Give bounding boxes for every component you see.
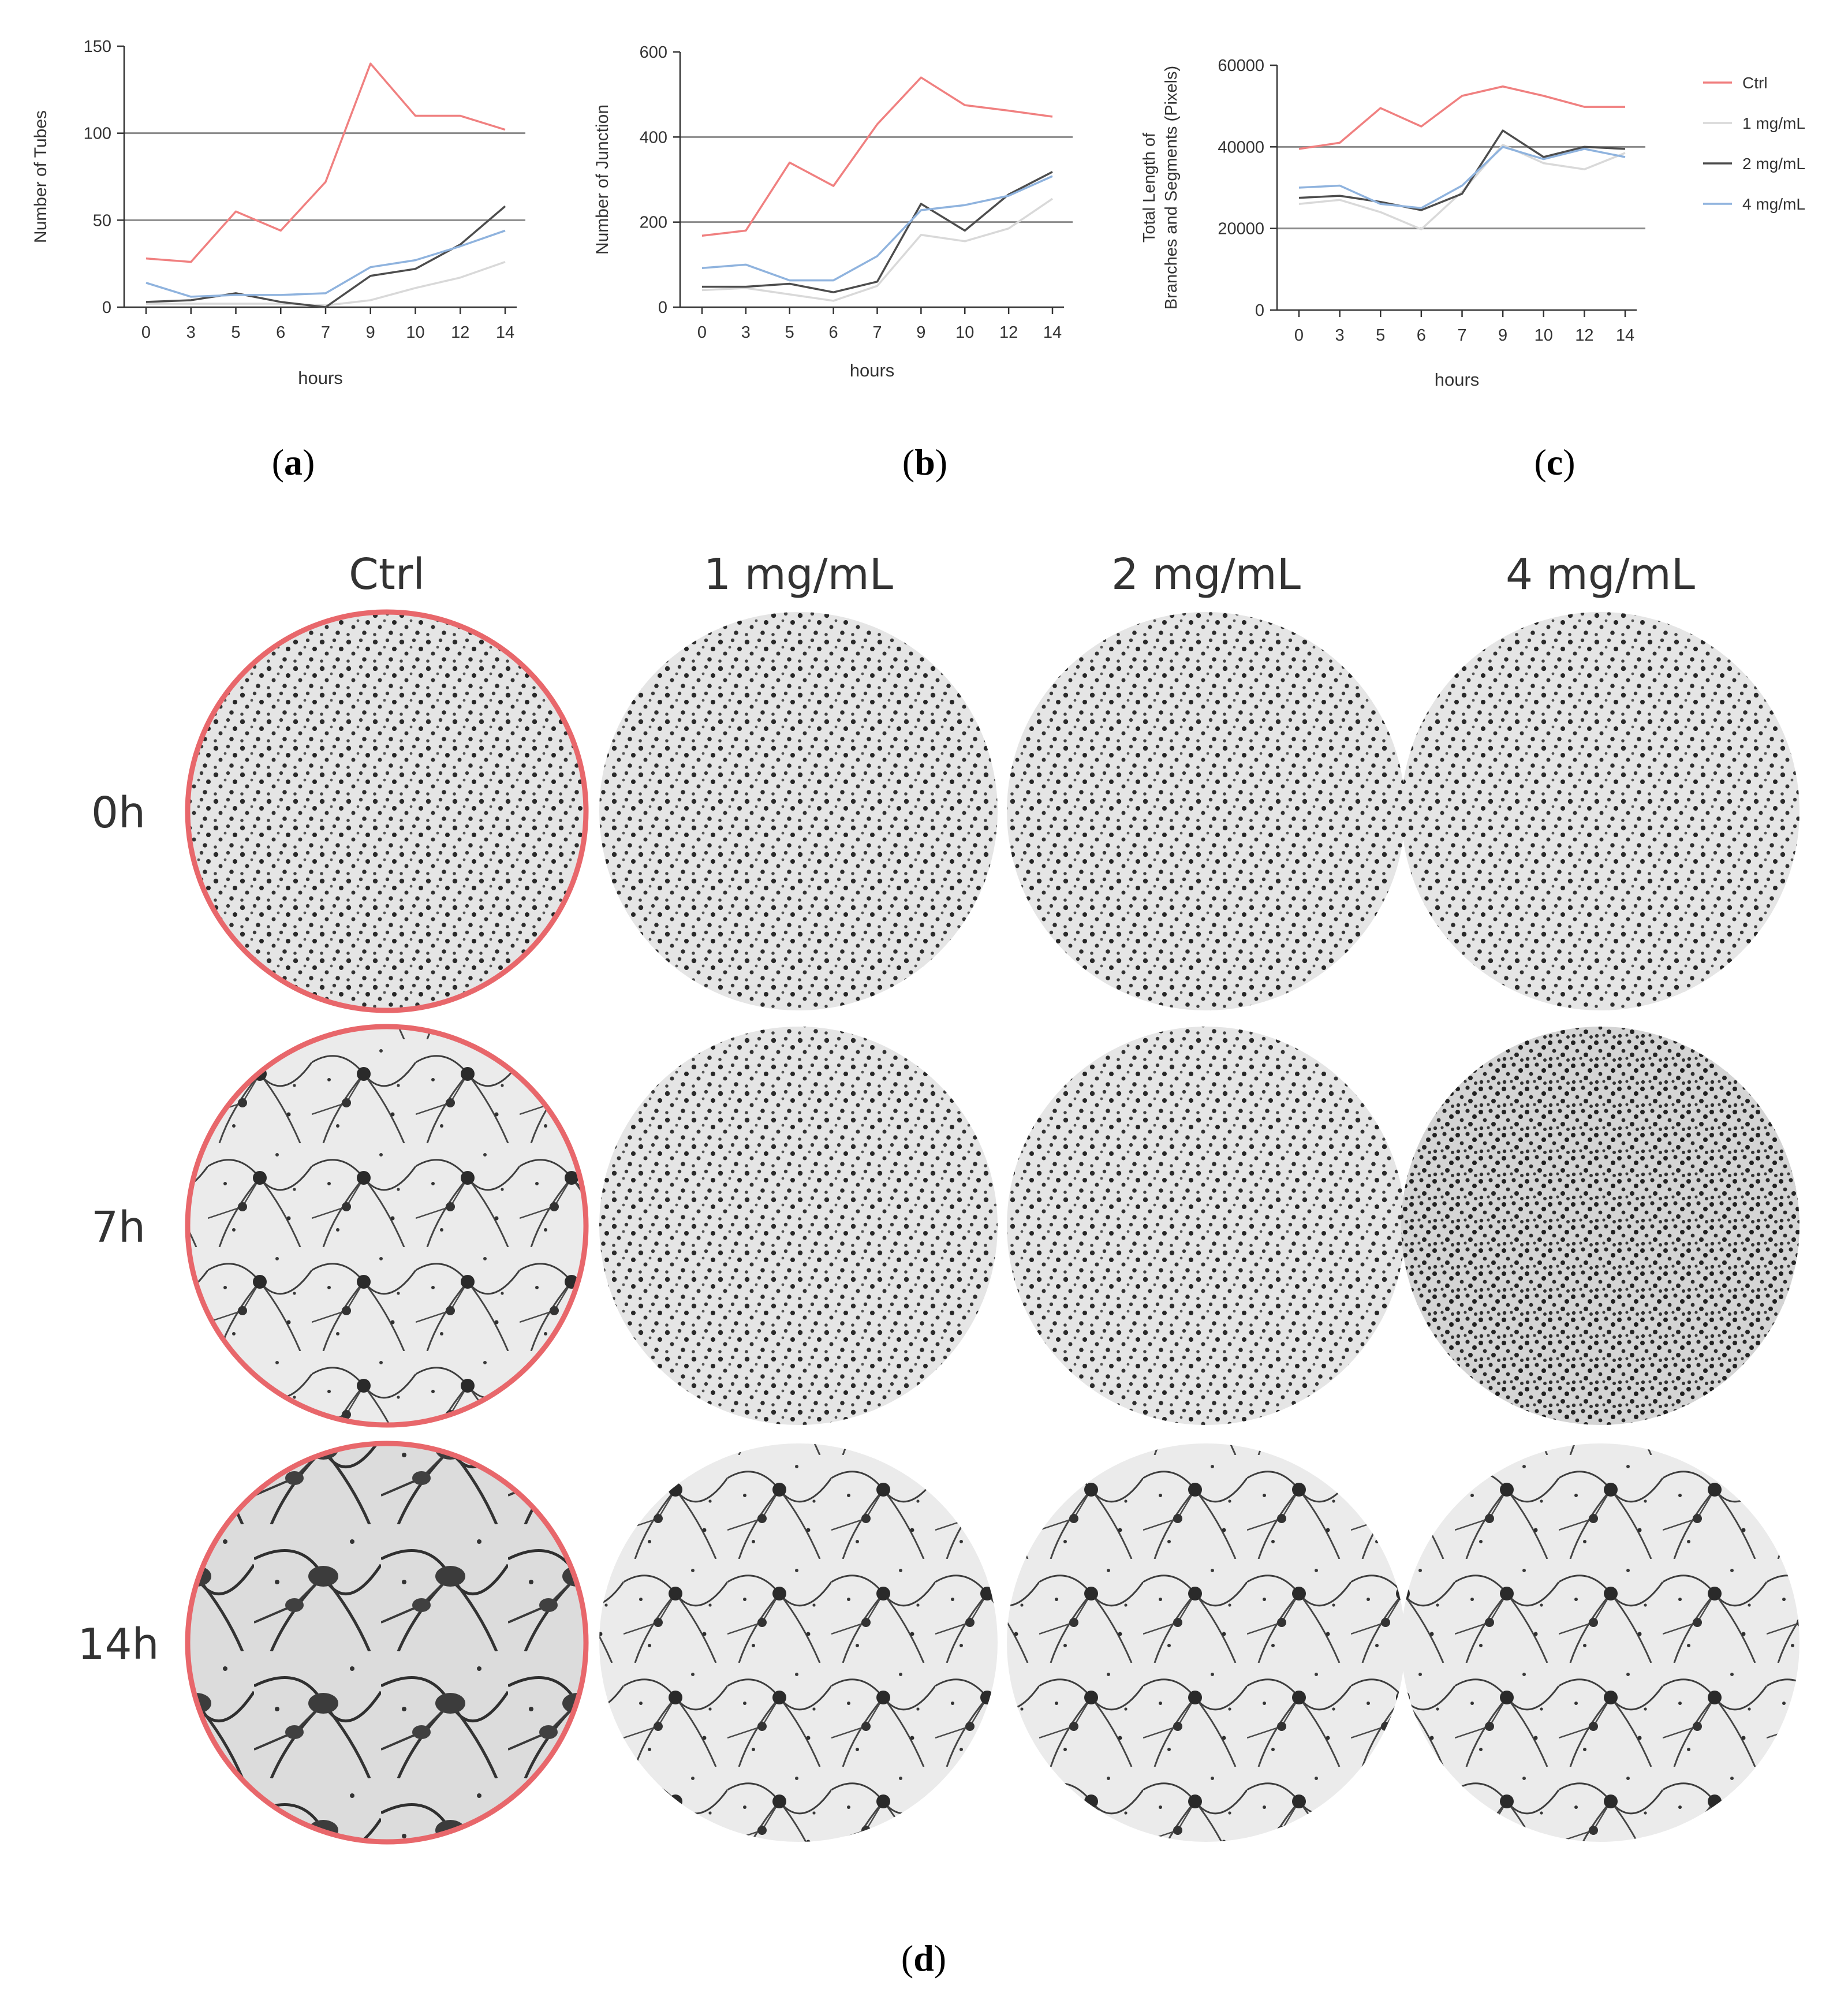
x-tick-label: 7: [872, 323, 882, 342]
x-tick-label: 12: [1575, 326, 1593, 345]
legend-entry: Ctrl: [1742, 74, 1768, 92]
x-tick-label: 0: [697, 323, 707, 342]
micrograph-well: [185, 609, 589, 1013]
series-line: [1298, 145, 1626, 210]
x-tick-label: 9: [366, 323, 375, 342]
x-tick-label: 3: [741, 323, 751, 342]
micrograph-well: [1007, 1027, 1405, 1425]
x-tick-label: 10: [406, 323, 424, 342]
x-tick-label: 0: [141, 323, 151, 342]
legend-entry: 1 mg/mL: [1742, 114, 1805, 132]
y-axis-label: Number of Junction: [593, 105, 612, 255]
panel-label-d: (d): [901, 1938, 946, 1979]
series-line: [701, 175, 1053, 282]
column-header: 4 mg/mL: [1506, 550, 1695, 599]
y-axis-label: Number of Tubes: [31, 110, 50, 243]
legend-entry: 2 mg/mL: [1742, 155, 1805, 173]
series-line: [701, 76, 1053, 237]
y-tick-label: 400: [640, 128, 667, 147]
y-tick-label: 150: [84, 38, 111, 56]
x-tick-label: 9: [916, 323, 925, 342]
series-line: [702, 171, 1053, 293]
x-axis-label: hours: [298, 368, 343, 388]
micrograph-well: [185, 1441, 589, 1845]
x-tick-label: 6: [1417, 326, 1426, 345]
panel-label-b: (b): [902, 442, 947, 483]
x-axis-label: hours: [850, 360, 895, 380]
series-line: [145, 229, 506, 298]
panel-label-c: (c): [1534, 442, 1575, 483]
series-line: [145, 62, 506, 263]
y-tick-label: 60000: [1218, 57, 1264, 75]
y-tick-label: 0: [102, 299, 111, 317]
series-line: [145, 205, 506, 308]
y-tick-label: 50: [93, 211, 111, 230]
row-header: 7h: [91, 1203, 145, 1252]
x-tick-label: 0: [1294, 326, 1304, 345]
y-tick-label: 200: [640, 214, 667, 232]
x-tick-label: 12: [999, 323, 1018, 342]
x-axis-label: hours: [1435, 370, 1480, 390]
micrograph-well: [599, 612, 998, 1010]
micrograph-well: [185, 1024, 589, 1428]
x-tick-label: 3: [186, 323, 196, 342]
x-tick-label: 5: [231, 323, 240, 342]
series-line: [1298, 129, 1626, 211]
y-tick-label: 100: [84, 125, 111, 143]
chart-panel-b: 0 200 400 600 0 3 5 6 7 9 10 12 14 hours Number of Jun…: [593, 43, 1073, 380]
legend-entry: 4 mg/mL: [1742, 195, 1805, 213]
x-tick-label: 9: [1498, 326, 1507, 345]
x-tick-label: 5: [785, 323, 794, 342]
x-tick-label: 6: [829, 323, 838, 342]
x-tick-label: 14: [1616, 326, 1634, 345]
chart-panel-a: 0 50 100 150 0 3 5 6 7 9 10 12 14 hours Number of Tube…: [31, 38, 525, 388]
y-tick-label: 0: [658, 299, 667, 317]
x-tick-label: 14: [496, 323, 514, 342]
series-line: [146, 261, 506, 307]
x-tick-label: 7: [321, 323, 330, 342]
row-header: 0h: [91, 788, 145, 838]
micrograph-well: [1401, 1443, 1800, 1842]
y-tick-label: 40000: [1218, 138, 1264, 156]
micrograph-well: [1401, 1027, 1800, 1425]
micrograph-grid: Ctrl 1 mg/mL 2 mg/mL 4 mg/mL 0h 7h 14h: [77, 550, 1800, 1845]
y-tick-label: 0: [1255, 301, 1264, 320]
column-header: Ctrl: [349, 550, 425, 599]
chart-panel-c: 0 20000 40000 60000 0 3 5 6 7 9 10 12 14 hours Total L…: [1140, 57, 1645, 390]
micrograph-well: [1007, 1443, 1405, 1842]
micrograph-well: [599, 1443, 998, 1842]
y-tick-label: 600: [640, 43, 667, 62]
y-tick-label: 20000: [1218, 220, 1264, 238]
x-tick-label: 7: [1457, 326, 1466, 345]
y-axis-label: Total Length of: [1140, 132, 1159, 242]
x-tick-label: 14: [1043, 323, 1062, 342]
series-line: [701, 197, 1053, 302]
panel-label-a: (a): [272, 442, 315, 483]
column-header: 1 mg/mL: [704, 550, 893, 599]
x-tick-label: 5: [1376, 326, 1385, 345]
x-tick-label: 3: [1335, 326, 1345, 345]
row-header: 14h: [77, 1620, 159, 1669]
y-axis-label: Branches and Segments (Pixels): [1162, 66, 1181, 309]
series-line: [1298, 85, 1625, 150]
x-tick-label: 10: [1535, 326, 1553, 345]
micrograph-well: [1401, 612, 1800, 1010]
x-tick-label: 10: [955, 323, 974, 342]
x-tick-label: 6: [276, 323, 285, 342]
micrograph-well: [599, 1027, 998, 1425]
micrograph-well: [1007, 612, 1405, 1010]
series-line: [1298, 144, 1626, 230]
column-header: 2 mg/mL: [1111, 550, 1301, 599]
x-tick-label: 12: [451, 323, 469, 342]
chart-legend: Ctrl 1 mg/mL 2 mg/mL 4 mg/mL: [1703, 74, 1805, 213]
